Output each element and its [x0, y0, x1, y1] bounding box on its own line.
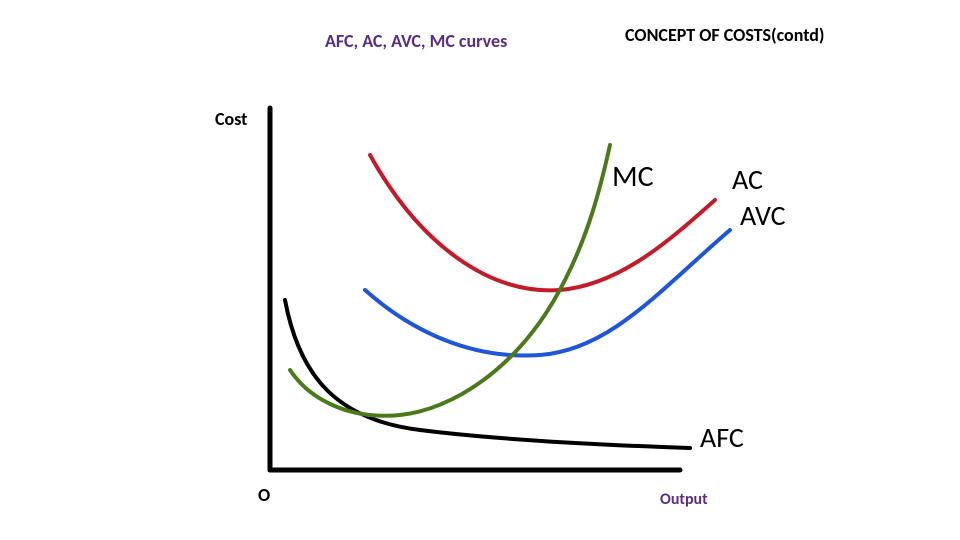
- chart-svg: [0, 0, 960, 540]
- avc-curve: [365, 230, 730, 356]
- afc-curve: [285, 300, 690, 448]
- diagram-stage: AFC, AC, AVC, MC curves CONCEPT OF COSTS…: [0, 0, 960, 540]
- ac-curve: [370, 155, 715, 290]
- mc-curve: [290, 145, 610, 416]
